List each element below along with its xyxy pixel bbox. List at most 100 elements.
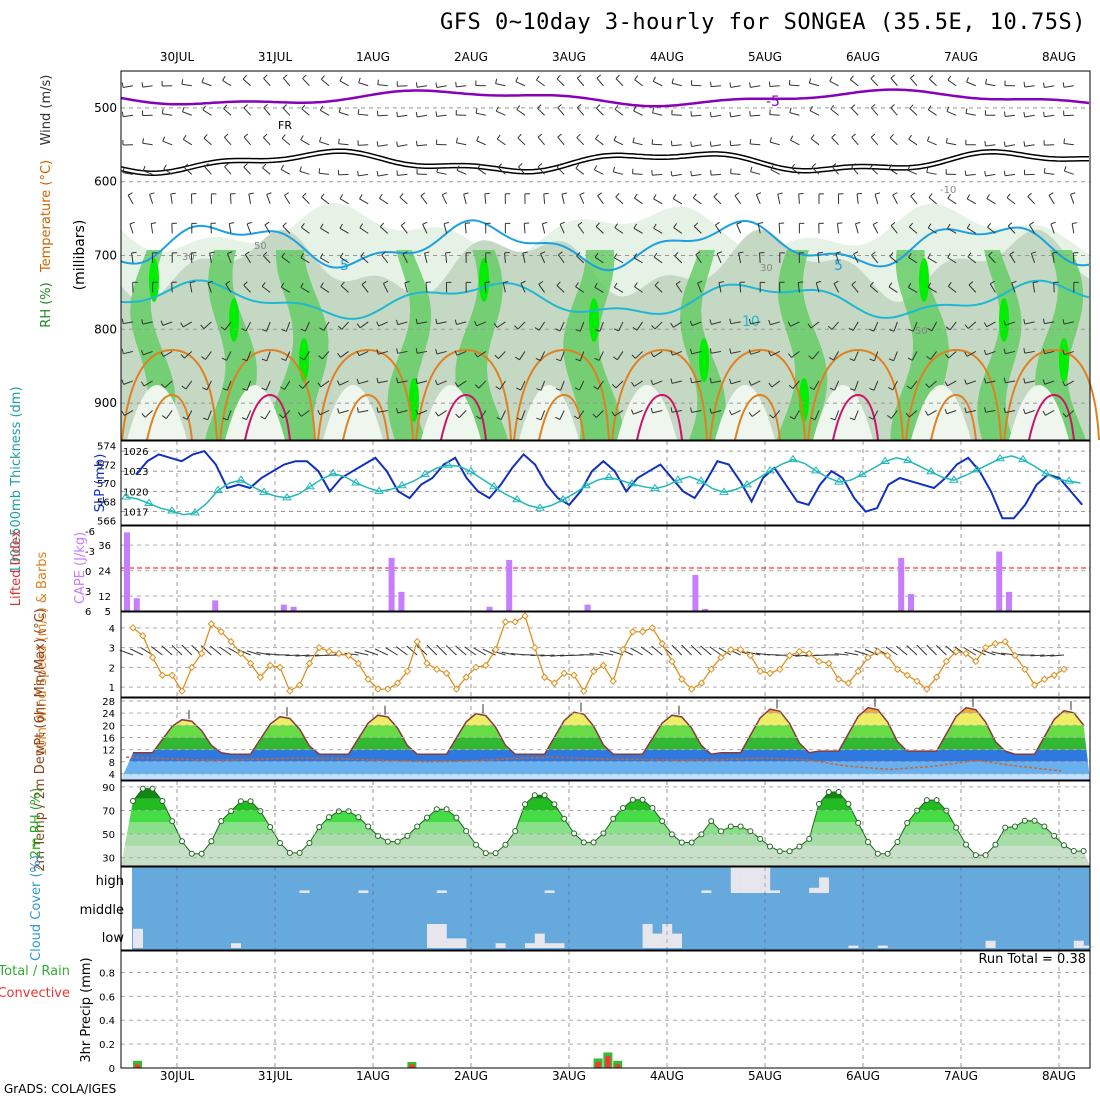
wind-barb	[928, 196, 937, 205]
rh-marker	[482, 850, 489, 857]
wind-barb	[400, 225, 408, 234]
wind-barb	[180, 354, 185, 359]
wind-barb	[985, 409, 996, 413]
wind-barb	[615, 380, 624, 389]
cape-bar	[692, 574, 699, 611]
wind-barb	[614, 227, 624, 234]
wind-barb	[202, 387, 208, 391]
wind-barb	[1042, 410, 1046, 416]
wind-barb	[768, 382, 773, 388]
wind-barb	[576, 104, 582, 109]
contour-warm	[121, 348, 218, 441]
wind-barb	[790, 135, 794, 141]
wind-barb	[127, 194, 134, 205]
wind-barb	[889, 256, 898, 264]
wind-barb	[496, 110, 506, 116]
wind-barb	[870, 133, 876, 138]
wind-barb	[437, 380, 447, 386]
wind-barb	[503, 281, 509, 284]
wind-barb	[445, 252, 448, 263]
wind-barb	[262, 255, 271, 264]
wind-barb	[670, 407, 673, 413]
contour-hot	[636, 393, 683, 441]
wind-barb	[985, 350, 996, 356]
wind-barb	[496, 134, 501, 140]
date-label-top: 3AUG	[552, 50, 586, 64]
wind-barb	[282, 107, 291, 116]
wind-barb	[484, 282, 487, 293]
rh-marker	[139, 785, 146, 792]
wind-barb	[872, 224, 879, 234]
wind-speed-marker	[550, 679, 559, 687]
wind-barb	[594, 357, 600, 361]
wind-speed-marker	[1030, 681, 1039, 689]
wind-barb	[497, 163, 503, 168]
wind-barb	[518, 166, 526, 175]
wind-barb	[463, 194, 467, 204]
wind-barb	[1005, 114, 1016, 117]
wind-barb	[282, 104, 287, 109]
wind-barb	[243, 107, 251, 116]
wind-barb	[320, 282, 324, 288]
wind-barb	[634, 75, 639, 81]
wind-speed-marker	[942, 657, 951, 666]
wind-barb	[575, 167, 585, 175]
wind-speed-marker	[423, 659, 431, 668]
wind-barb	[456, 142, 467, 146]
wind-barb	[814, 410, 820, 420]
wind-barb	[748, 412, 753, 417]
y-tick-label: 800	[94, 322, 117, 336]
wind-barb	[377, 409, 388, 413]
wind-barb	[1029, 221, 1034, 226]
dewpoint-line	[125, 756, 1062, 772]
dry-lens	[911, 385, 971, 440]
wind-barb	[650, 352, 655, 358]
wind-barb	[653, 351, 663, 358]
cloud-low-bar	[652, 933, 663, 948]
wind-barb	[474, 384, 480, 389]
wind-barb	[436, 321, 447, 325]
wind-barb	[377, 79, 379, 85]
wind-barb	[263, 133, 268, 138]
wind-barb	[356, 350, 360, 356]
wind-barb	[202, 109, 212, 116]
rh-marker	[179, 838, 185, 845]
wind-barb	[180, 322, 184, 328]
cape-bar	[212, 600, 219, 611]
dry-lens	[813, 385, 873, 440]
wind-barb	[415, 348, 418, 354]
wind-barb	[537, 107, 545, 116]
date-label-top: 4AUG	[650, 50, 684, 64]
wind-barb	[361, 281, 367, 285]
rh-marker	[835, 789, 842, 796]
wind-barb	[907, 169, 918, 175]
wind-barb	[184, 351, 193, 359]
wind-speed-marker	[727, 645, 735, 654]
wind-barb	[337, 325, 343, 330]
wind-barb	[671, 144, 682, 147]
wind-barb	[190, 252, 193, 263]
wind-barb	[300, 286, 310, 293]
wind-speed-marker	[766, 669, 774, 677]
ylabel-temp2m: 2m Temp / 2m DewPt (6hr Min/Max) (°C)	[33, 608, 48, 871]
wind-barb	[536, 417, 542, 421]
wind-barb	[792, 380, 800, 389]
wind-barb	[893, 351, 898, 361]
rh-marker	[306, 840, 313, 847]
wind-speed-marker	[599, 661, 608, 670]
wind-barb	[947, 193, 951, 199]
wind-barb	[417, 350, 428, 354]
precip-tick: 0	[109, 1064, 115, 1075]
wind-barb	[358, 113, 369, 116]
wind-speed-marker	[344, 651, 353, 660]
dry-lens	[127, 385, 187, 440]
wind-barb	[798, 193, 800, 204]
wind-barb	[1024, 144, 1035, 147]
rh-plume	[776, 250, 828, 440]
wind-barb	[321, 78, 330, 87]
rh-marker	[296, 849, 303, 856]
wind-barb	[834, 380, 840, 391]
wind-barb	[654, 321, 663, 330]
wind-barb	[595, 138, 604, 146]
wind-barb	[675, 283, 683, 293]
